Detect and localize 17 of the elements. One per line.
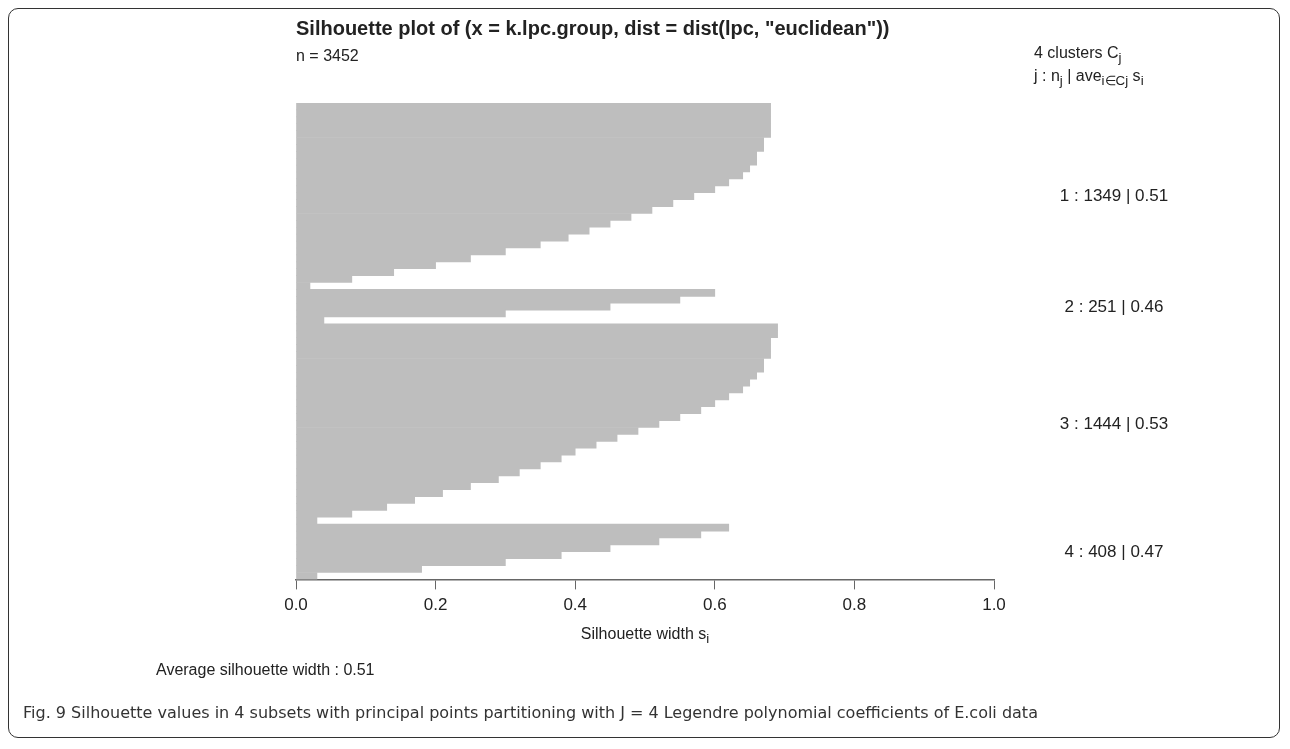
text: 2 : 251 | 0.46	[1064, 296, 1164, 317]
x-tick-label: 0.8	[842, 595, 867, 615]
text: 1 : 1349 | 0.51	[1059, 186, 1169, 207]
x-axis-title: Silhouette width s$_{i}$	[580, 625, 710, 647]
chart-title: Silhouette plot of (x = k.lpc.group, dist = dist(lpc, "euclidean"))	[296, 17, 890, 40]
x-tick-label: 0.0	[284, 595, 308, 615]
text: 4 clusters C$_{j}$	[1034, 44, 1122, 66]
x-tick-label: 1.0	[982, 595, 1006, 615]
text: 4 : 408 | 0.47	[1064, 541, 1164, 562]
x-tick-label: 0.6	[702, 595, 727, 615]
x-tick-label: 0.2	[423, 595, 448, 615]
text: Average silhouette width : 0.51	[156, 661, 375, 679]
caption: Fig. 9 Silhouette values in 4 subsets with principal points partitioning with J = 4 Legendre polynomial coefficients of E.coli data	[23, 703, 1038, 722]
text: n = 3452	[296, 47, 359, 65]
text: 3 : 1444 | 0.53	[1059, 414, 1169, 435]
x-tick-label: 0.4	[563, 595, 588, 615]
text: j : n$_{j}$ | ave$_{i∈Cj}$ s$_{i}$	[1034, 67, 1144, 89]
